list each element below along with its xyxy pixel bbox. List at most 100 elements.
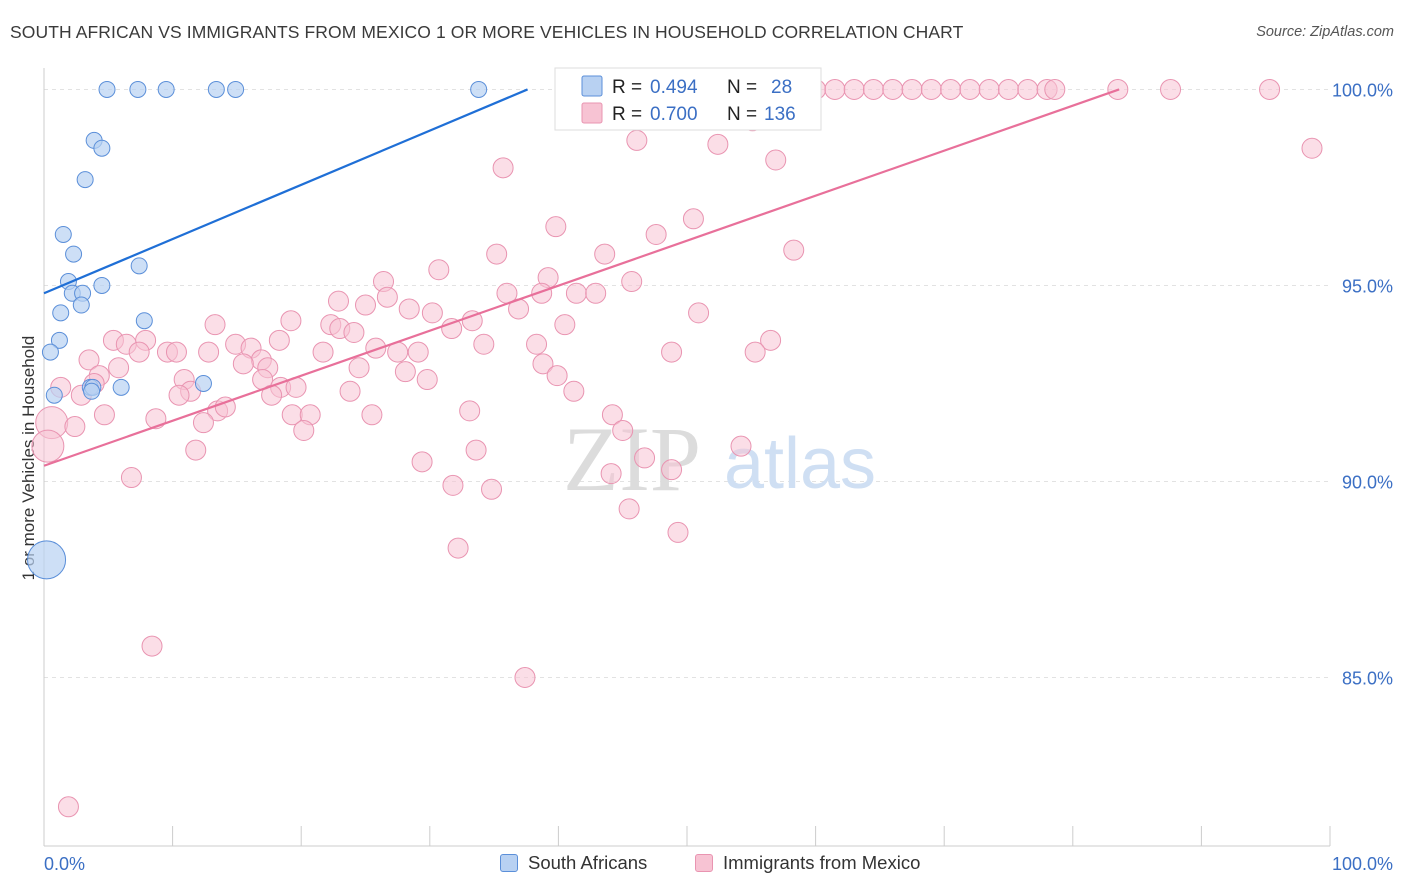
point-mexico-96 [563, 380, 585, 402]
point-mexico-120 [661, 459, 683, 481]
point-south-african-0 [98, 80, 116, 98]
point-mexico-119 [411, 451, 433, 473]
point-mexico-10 [901, 78, 923, 100]
stats-r-value-1: 0.494 [650, 77, 698, 98]
x-tick-labels: 0.0% 100.0% [44, 854, 1393, 874]
point-mexico-9 [882, 78, 904, 100]
point-mexico-39 [376, 286, 398, 308]
point-mexico-35 [428, 259, 450, 281]
point-mexico-123 [442, 474, 464, 496]
point-south-african-18 [135, 312, 153, 330]
point-mexico-34 [594, 243, 616, 265]
stats-n-value-2: 136 [764, 104, 796, 125]
point-mexico-50 [280, 310, 302, 332]
stats-n-label-1: N = [727, 77, 757, 98]
legend-item-south-africans: South Africans [500, 852, 647, 874]
point-mexico-12 [940, 78, 962, 100]
point-south-african-16 [72, 296, 90, 314]
point-south-african-1 [129, 80, 147, 98]
point-mexico-74 [407, 341, 429, 363]
point-south-african-24 [112, 378, 130, 396]
point-mexico-32 [783, 239, 805, 261]
point-mexico-56 [441, 318, 463, 340]
point-mexico-6 [824, 78, 846, 100]
point-mexico-76 [744, 341, 766, 363]
point-south-african-7 [93, 139, 111, 157]
point-mexico-16 [1017, 78, 1039, 100]
point-mexico-29 [545, 216, 567, 238]
point-mexico-49 [688, 302, 710, 324]
watermark: ZIP atlas [563, 408, 876, 510]
point-south-african-9 [54, 225, 72, 243]
point-south-african-3 [207, 80, 225, 98]
point-mexico-94 [339, 380, 361, 402]
point-mexico-14 [978, 78, 1000, 100]
point-mexico-86 [546, 365, 568, 387]
x-tick-label-max: 100.0% [1332, 854, 1393, 874]
point-mexico-31 [682, 208, 704, 230]
point-mexico-83 [532, 353, 554, 375]
point-mexico-130 [57, 796, 79, 818]
trendlines [43, 88, 1120, 467]
watermark-zip: ZIP [563, 408, 701, 510]
point-mexico-122 [120, 467, 142, 489]
point-south-african-27 [27, 540, 67, 580]
point-mexico-20 [1160, 78, 1182, 100]
point-mexico-129 [514, 666, 536, 688]
y-tick-label-95: 95.0% [1342, 276, 1393, 296]
point-mexico-104 [361, 404, 383, 426]
point-mexico-65 [365, 337, 387, 359]
point-mexico-117 [730, 435, 752, 457]
y-tick-label-85: 85.0% [1342, 668, 1393, 688]
point-mexico-13 [959, 78, 981, 100]
x-tick-label-min: 0.0% [44, 854, 85, 874]
point-mexico-66 [473, 333, 495, 355]
point-south-african-4 [227, 80, 245, 98]
point-south-african-13 [93, 276, 111, 294]
point-mexico-105 [459, 400, 481, 422]
stats-legend-swatch-blue [581, 75, 603, 97]
y-tick-label-100: 100.0% [1332, 80, 1393, 100]
point-mexico-126 [667, 521, 689, 543]
gridlines [44, 88, 1330, 678]
stats-r-label-1: R = [612, 77, 642, 98]
point-mexico-67 [526, 333, 548, 355]
trendline-immigrants-from-mexico [43, 88, 1120, 467]
point-mexico-33 [486, 243, 508, 265]
watermark-atlas: atlas [724, 424, 876, 504]
point-south-african-5 [470, 80, 488, 98]
point-mexico-8 [862, 78, 884, 100]
point-south-african-10 [65, 245, 83, 263]
legend-swatch-pink [695, 854, 713, 872]
point-mexico-68 [128, 341, 150, 363]
point-mexico-57 [343, 321, 365, 343]
point-mexico-21 [1259, 78, 1281, 100]
point-mexico-25 [707, 133, 729, 155]
point-mexico-60 [268, 329, 290, 351]
point-south-african-21 [194, 374, 212, 392]
legend-label-south-africans: South Africans [528, 852, 648, 873]
legend-swatch-blue [500, 854, 518, 872]
stats-r-label-2: R = [612, 104, 642, 125]
point-mexico-75 [661, 341, 683, 363]
stats-r-value-2: 0.700 [650, 104, 698, 125]
y-tick-labels: 85.0% 90.0% 95.0% 100.0% [1332, 80, 1393, 688]
chart-source: Source: ZipAtlas.com [1256, 24, 1394, 40]
point-mexico-98 [168, 384, 190, 406]
point-mexico-125 [618, 498, 640, 520]
point-mexico-114 [31, 429, 65, 463]
point-mexico-53 [204, 314, 226, 336]
y-tick-label-90: 90.0% [1342, 472, 1393, 492]
trendline-south-africans [43, 88, 528, 295]
point-south-african-19 [50, 331, 68, 349]
point-south-african-20 [41, 343, 59, 361]
point-south-african-25 [83, 382, 101, 400]
point-mexico-107 [93, 404, 115, 426]
point-mexico-44 [327, 290, 349, 312]
point-mexico-51 [461, 310, 483, 332]
stats-n-label-2: N = [727, 104, 757, 125]
stats-n-value-1: 28 [771, 77, 792, 98]
point-mexico-79 [232, 353, 254, 375]
point-mexico-72 [312, 341, 334, 363]
